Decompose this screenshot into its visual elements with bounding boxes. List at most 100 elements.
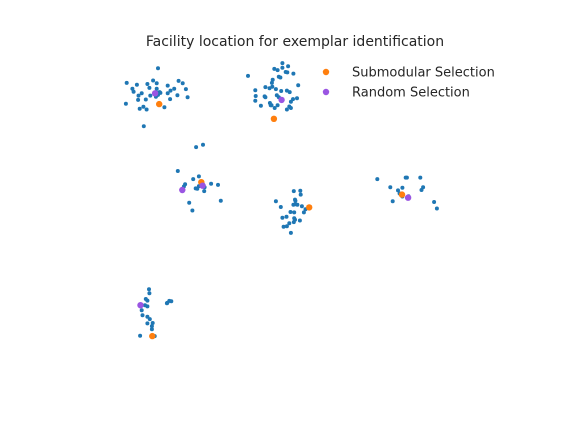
data-point-20 bbox=[157, 90, 162, 95]
data-point-86 bbox=[187, 200, 192, 205]
data-point-0 bbox=[151, 78, 156, 83]
data-point-146 bbox=[149, 327, 154, 332]
data-point-87 bbox=[190, 208, 195, 213]
data-point-149 bbox=[138, 333, 143, 338]
data-point-91 bbox=[194, 145, 199, 150]
data-point-61 bbox=[291, 71, 296, 76]
data-point-51 bbox=[270, 84, 275, 89]
submodular-point-5 bbox=[149, 332, 156, 340]
data-point-137 bbox=[140, 313, 145, 318]
random-point-5 bbox=[137, 302, 144, 309]
data-point-135 bbox=[418, 175, 423, 180]
data-point-120 bbox=[284, 224, 289, 229]
data-point-41 bbox=[258, 103, 263, 108]
submodular-point-4 bbox=[398, 191, 406, 198]
data-point-144 bbox=[164, 301, 169, 306]
data-point-3 bbox=[154, 81, 159, 86]
data-point-12 bbox=[136, 97, 141, 102]
data-point-78 bbox=[191, 177, 196, 182]
data-point-133 bbox=[375, 177, 380, 182]
data-point-46 bbox=[288, 99, 293, 104]
data-point-67 bbox=[278, 75, 283, 80]
data-point-14 bbox=[124, 80, 129, 85]
data-point-23 bbox=[183, 87, 188, 92]
data-point-29 bbox=[156, 66, 160, 71]
data-point-70 bbox=[284, 107, 289, 112]
data-point-53 bbox=[280, 65, 285, 70]
data-point-27 bbox=[154, 86, 159, 91]
data-point-109 bbox=[273, 199, 278, 204]
data-point-16 bbox=[143, 97, 148, 102]
data-point-138 bbox=[147, 291, 152, 296]
data-point-101 bbox=[284, 214, 289, 219]
data-point-43 bbox=[253, 98, 258, 103]
data-point-155 bbox=[169, 299, 174, 304]
data-point-63 bbox=[268, 103, 273, 108]
data-point-71 bbox=[263, 85, 268, 90]
data-point-75 bbox=[253, 94, 258, 98]
data-point-26 bbox=[148, 93, 153, 98]
data-point-7 bbox=[168, 97, 173, 102]
data-point-69 bbox=[272, 66, 277, 71]
data-point-2 bbox=[136, 93, 141, 98]
data-point-125 bbox=[403, 175, 408, 180]
data-point-114 bbox=[292, 210, 297, 215]
submodular-point-1 bbox=[270, 115, 278, 123]
data-point-59 bbox=[275, 68, 280, 73]
data-point-116 bbox=[288, 210, 293, 214]
data-point-73 bbox=[296, 83, 301, 88]
data-point-4 bbox=[147, 85, 152, 90]
data-point-128 bbox=[434, 206, 439, 211]
data-point-13 bbox=[134, 82, 139, 87]
data-point-60 bbox=[275, 103, 280, 108]
data-point-72 bbox=[280, 61, 285, 66]
data-point-77 bbox=[196, 174, 201, 179]
chart-legend: Submodular Selection Random Selection bbox=[322, 66, 495, 101]
data-point-31 bbox=[139, 91, 144, 96]
data-point-85 bbox=[202, 189, 207, 194]
data-point-5 bbox=[130, 86, 135, 91]
data-point-104 bbox=[292, 216, 297, 221]
random-point-1 bbox=[278, 96, 285, 104]
chart-title: Facility location for exemplar identific… bbox=[146, 34, 444, 50]
data-point-110 bbox=[291, 189, 296, 194]
data-point-49 bbox=[286, 64, 291, 69]
data-point-154 bbox=[145, 314, 150, 319]
data-point-32 bbox=[185, 95, 190, 100]
data-point-105 bbox=[298, 192, 303, 197]
data-point-22 bbox=[123, 101, 128, 106]
data-point-10 bbox=[165, 83, 170, 88]
data-point-81 bbox=[209, 181, 214, 186]
data-point-100 bbox=[287, 221, 292, 226]
data-point-57 bbox=[279, 89, 284, 93]
data-point-108 bbox=[301, 210, 306, 215]
data-point-17 bbox=[165, 91, 170, 96]
random-point-0 bbox=[151, 90, 159, 97]
data-point-123 bbox=[390, 199, 395, 204]
data-point-129 bbox=[432, 200, 437, 204]
data-point-54 bbox=[253, 88, 258, 93]
data-point-64 bbox=[288, 106, 293, 110]
random-point-2 bbox=[199, 182, 206, 189]
random-point-4 bbox=[404, 194, 412, 201]
data-point-141 bbox=[143, 297, 148, 301]
data-point-25 bbox=[180, 81, 185, 86]
data-point-153 bbox=[139, 308, 144, 313]
legend-random-label: Random Selection bbox=[352, 86, 470, 101]
data-point-74 bbox=[273, 87, 278, 92]
data-point-52 bbox=[269, 80, 274, 85]
data-point-44 bbox=[272, 106, 277, 110]
data-point-65 bbox=[283, 70, 288, 74]
data-point-6 bbox=[131, 89, 136, 94]
data-point-11 bbox=[168, 88, 173, 93]
legend-submodular-label: Submodular Selection bbox=[352, 66, 495, 81]
data-point-56 bbox=[287, 90, 292, 95]
data-point-113 bbox=[281, 224, 286, 229]
data-point-21 bbox=[176, 78, 181, 83]
random-point-3 bbox=[179, 186, 186, 194]
data-point-119 bbox=[295, 202, 300, 207]
data-point-28 bbox=[141, 124, 146, 129]
legend-random-marker bbox=[322, 88, 330, 96]
data-point-68 bbox=[263, 95, 268, 100]
data-point-107 bbox=[280, 215, 285, 220]
